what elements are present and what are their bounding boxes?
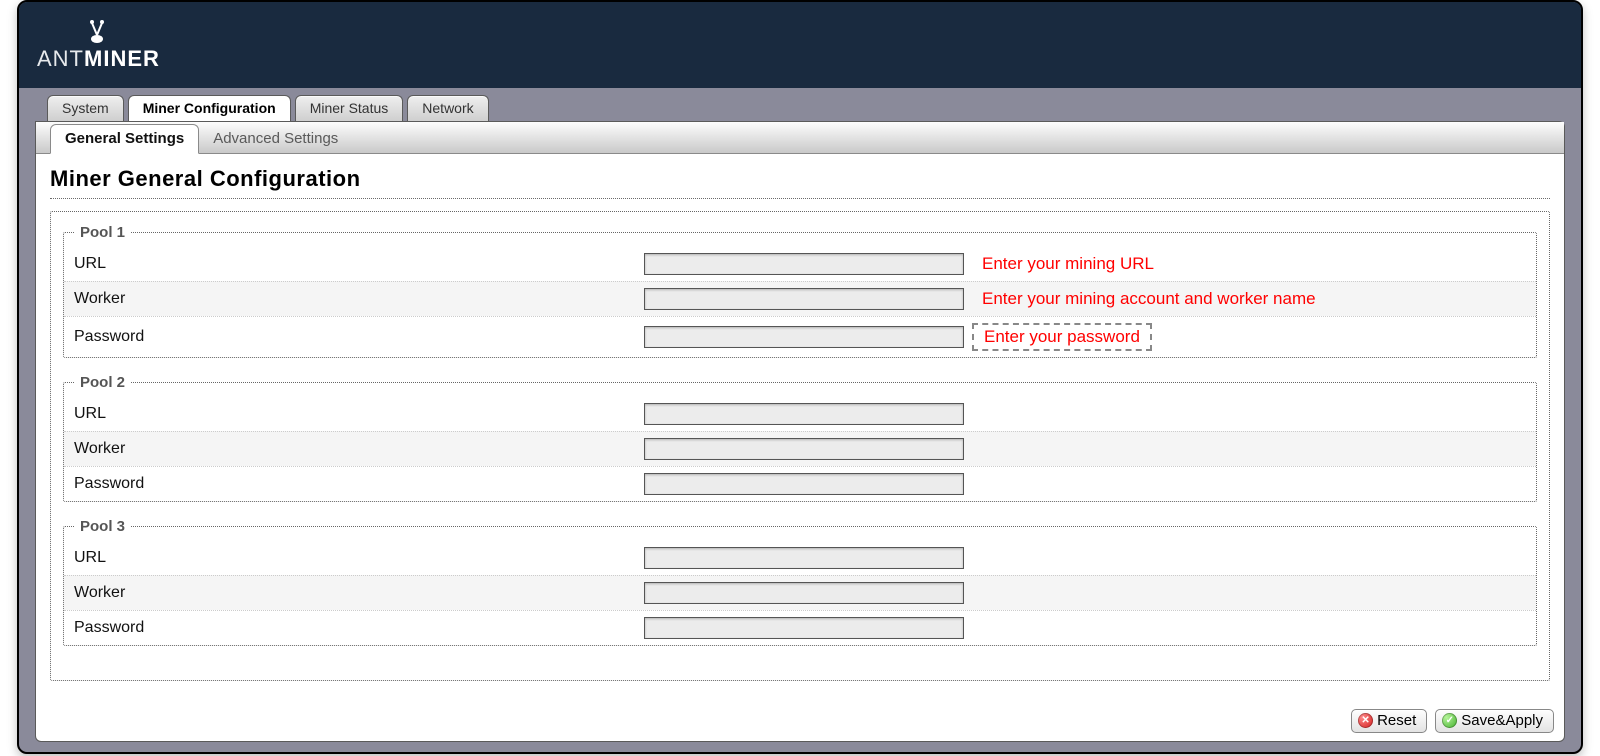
pool-2-url-label: URL — [74, 405, 644, 423]
pool-1-worker-label: Worker — [74, 290, 644, 308]
pool-3-worker-row: Worker — [64, 575, 1536, 610]
reset-icon: ✕ — [1358, 713, 1373, 728]
page-panel: General SettingsAdvanced Settings Miner … — [35, 121, 1565, 742]
pool-2-password-label: Password — [74, 475, 644, 493]
brand-word-bold: MINER — [84, 46, 160, 71]
pool-3-password-row: Password — [64, 610, 1536, 645]
pool-3-password-input[interactable] — [644, 617, 964, 639]
primary-tabs: SystemMiner ConfigurationMiner StatusNet… — [31, 94, 1569, 121]
pool-2-password-input[interactable] — [644, 473, 964, 495]
pool-2-url-row: URL — [64, 397, 1536, 431]
pool-2-worker-input[interactable] — [644, 438, 964, 460]
pool-1-fieldset: Pool 1 URL Enter your mining URL Worker Ente… — [63, 224, 1537, 358]
pool-1-password-label: Password — [74, 328, 644, 346]
pool-1-url-row: URL Enter your mining URL — [64, 247, 1536, 281]
pool-2-worker-label: Worker — [74, 440, 644, 458]
title-divider — [50, 198, 1550, 199]
page-body: Miner General Configuration Pool 1 URL Ent… — [36, 154, 1564, 741]
pool-1-url-hint: Enter your mining URL — [982, 254, 1154, 274]
pool-3-url-input[interactable] — [644, 547, 964, 569]
pool-2-fieldset: Pool 2 URL Worker Password — [63, 374, 1537, 502]
header-bar: ANTMINER — [19, 2, 1581, 88]
pool-2-worker-row: Worker — [64, 431, 1536, 466]
save-apply-button[interactable]: ✓ Save&Apply — [1435, 709, 1554, 733]
pool-2-legend: Pool 2 — [74, 374, 131, 391]
pool-3-password-label: Password — [74, 619, 644, 637]
pool-3-url-row: URL — [64, 541, 1536, 575]
save-apply-button-label: Save&Apply — [1461, 712, 1543, 729]
antminer-icon — [83, 18, 111, 44]
app-window: ANTMINER SystemMiner ConfigurationMiner … — [17, 0, 1583, 754]
tab-system[interactable]: System — [47, 95, 124, 121]
content-area: SystemMiner ConfigurationMiner StatusNet… — [19, 88, 1581, 742]
pool-1-password-hint: Enter your password — [972, 323, 1152, 351]
pool-1-password-input[interactable] — [644, 326, 964, 348]
tab-miner-configuration[interactable]: Miner Configuration — [128, 95, 291, 122]
pool-3-worker-input[interactable] — [644, 582, 964, 604]
reset-button-label: Reset — [1377, 712, 1416, 729]
pool-3-fieldset: Pool 3 URL Worker Password — [63, 518, 1537, 646]
reset-button[interactable]: ✕ Reset — [1351, 709, 1427, 733]
action-button-bar: ✕ Reset ✓ Save&Apply — [1351, 709, 1554, 733]
pool-1-password-row: Password Enter your password — [64, 316, 1536, 357]
sub-tabs: General SettingsAdvanced Settings — [36, 122, 1564, 154]
pools-card: Pool 1 URL Enter your mining URL Worker Ente… — [50, 211, 1550, 681]
pool-2-password-row: Password — [64, 466, 1536, 501]
pool-3-url-label: URL — [74, 549, 644, 567]
pool-1-worker-row: Worker Enter your mining account and work… — [64, 281, 1536, 316]
brand-wordmark: ANTMINER — [37, 46, 160, 72]
page-title: Miner General Configuration — [50, 166, 1550, 192]
pool-1-worker-hint: Enter your mining account and worker nam… — [982, 289, 1316, 309]
tab-network[interactable]: Network — [407, 95, 488, 121]
apply-icon: ✓ — [1442, 713, 1457, 728]
subtab-advanced-settings[interactable]: Advanced Settings — [199, 125, 352, 153]
subtab-general-settings[interactable]: General Settings — [50, 124, 199, 154]
pool-3-worker-label: Worker — [74, 584, 644, 602]
pool-1-url-label: URL — [74, 255, 644, 273]
brand-logo: ANTMINER — [37, 18, 160, 72]
tab-miner-status[interactable]: Miner Status — [295, 95, 404, 121]
pool-1-worker-input[interactable] — [644, 288, 964, 310]
pool-3-legend: Pool 3 — [74, 518, 131, 535]
pool-1-url-input[interactable] — [644, 253, 964, 275]
pool-1-legend: Pool 1 — [74, 224, 131, 241]
pool-2-url-input[interactable] — [644, 403, 964, 425]
brand-word-thin: ANT — [37, 46, 84, 71]
